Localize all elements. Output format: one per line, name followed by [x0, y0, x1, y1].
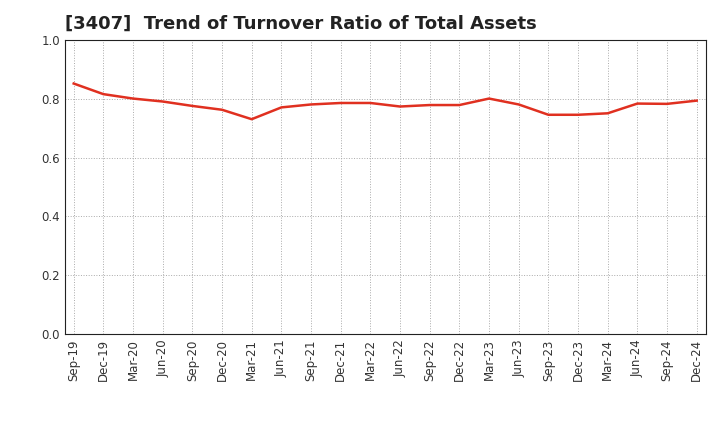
Text: [3407]  Trend of Turnover Ratio of Total Assets: [3407] Trend of Turnover Ratio of Total …	[65, 15, 536, 33]
